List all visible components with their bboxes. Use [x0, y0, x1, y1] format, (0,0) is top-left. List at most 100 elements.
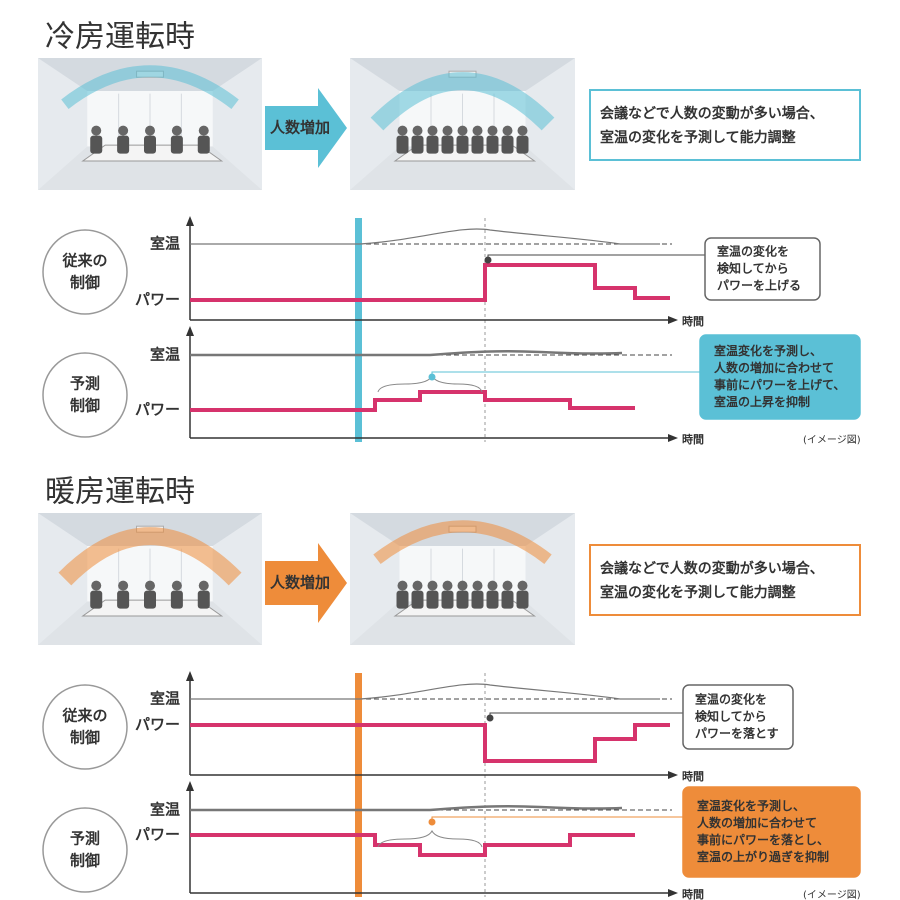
callout-text: 会議などで人数の変動が多い場合、 — [600, 105, 824, 122]
person-body — [471, 590, 484, 609]
power-line — [190, 390, 635, 412]
person-body — [411, 590, 424, 609]
note-text: 室温の上がり過ぎを抑制 — [697, 849, 829, 864]
person-head — [472, 580, 483, 591]
person-body — [456, 590, 469, 609]
note-text: 検知してから — [717, 261, 789, 276]
note-box — [699, 334, 861, 420]
note-text: 室温の変化を — [695, 692, 767, 707]
note-text: 事前にパワーを上げて、 — [714, 377, 845, 392]
person-head — [427, 125, 438, 136]
y-arrow — [186, 326, 194, 336]
person-body — [170, 590, 183, 609]
note-text: 人数の増加に合わせて — [714, 360, 834, 375]
person-body — [471, 135, 484, 154]
person-head — [457, 125, 468, 136]
person-body — [396, 590, 409, 609]
time-label: 時間 — [682, 432, 704, 446]
callout-text: 会議などで人数の変動が多い場合、 — [600, 560, 824, 577]
person-body — [486, 135, 499, 154]
person-head — [487, 125, 498, 136]
event-bar — [355, 218, 362, 442]
power-label: パワー — [135, 401, 180, 419]
note-box — [682, 786, 861, 878]
person-head — [457, 580, 468, 591]
person-body — [441, 590, 454, 609]
control-badge — [42, 352, 128, 438]
person-head — [502, 125, 513, 136]
person-head — [145, 580, 155, 591]
temp-curve — [190, 228, 660, 245]
person-body — [516, 135, 529, 154]
person-body — [426, 590, 439, 609]
person-head — [118, 580, 129, 591]
person-head — [145, 125, 155, 136]
person-body — [90, 590, 103, 609]
callout-box — [589, 89, 861, 161]
person-body — [456, 135, 469, 154]
power-line — [190, 723, 670, 763]
person-body — [117, 135, 130, 154]
note-text: 室温変化を予測し、 — [714, 343, 822, 358]
note-text: パワーを上げる — [717, 278, 801, 293]
brace — [377, 829, 483, 848]
person-head — [91, 580, 102, 591]
person-body — [144, 135, 156, 154]
image-note: (イメージ図) — [803, 434, 861, 446]
temp-label: 室温 — [150, 801, 180, 819]
note-box — [682, 684, 794, 750]
person-body — [441, 135, 454, 154]
person-body — [501, 135, 514, 154]
note-text: 事前にパワーを落とし、 — [697, 832, 829, 847]
callout-text: 室温の変化を予測して能力調整 — [600, 584, 797, 601]
temp-curve — [190, 349, 623, 357]
person-head — [442, 580, 453, 591]
note-text: 室温の変化を — [717, 244, 789, 259]
temp-label: 室温 — [150, 346, 180, 364]
temp-label: 室温 — [150, 235, 180, 253]
person-body — [411, 135, 424, 154]
person-body — [197, 135, 210, 154]
flow-arrow — [265, 88, 347, 168]
control-badge — [42, 684, 128, 770]
callout-text: 室温の変化を予測して能力調整 — [600, 129, 797, 146]
person-head — [487, 580, 498, 591]
person-head — [397, 580, 408, 591]
person-head — [517, 125, 528, 136]
x-arrow — [668, 434, 678, 442]
arrow-label: 人数増加 — [270, 119, 330, 137]
airflow — [370, 72, 555, 131]
power-label: パワー — [135, 826, 180, 844]
person-body — [396, 135, 409, 154]
control-label: 制御 — [70, 274, 100, 292]
note-text: パワーを落とす — [695, 726, 779, 741]
person-head — [198, 125, 209, 136]
arrow-label: 人数増加 — [270, 574, 330, 592]
person-head — [412, 580, 423, 591]
person-head — [472, 125, 483, 136]
person-body — [170, 135, 183, 154]
image-note: (イメージ図) — [803, 889, 861, 900]
person-body — [426, 135, 439, 154]
x-arrow — [668, 889, 678, 897]
control-label: 予測 — [70, 375, 100, 393]
callout-box — [589, 544, 861, 616]
temp-curve — [190, 683, 660, 700]
person-head — [427, 580, 438, 591]
flow-arrow — [265, 543, 347, 623]
person-head — [502, 580, 513, 591]
person-head — [91, 125, 102, 136]
section-title: 暖房運転時 — [45, 475, 195, 510]
person-body — [516, 590, 529, 609]
y-arrow — [186, 216, 194, 226]
y-arrow — [186, 781, 194, 791]
person-body — [144, 590, 156, 609]
pointer-line — [487, 254, 705, 260]
airflow — [58, 527, 242, 586]
control-label: 予測 — [70, 830, 100, 848]
x-arrow — [668, 771, 678, 779]
control-badge — [42, 807, 128, 893]
